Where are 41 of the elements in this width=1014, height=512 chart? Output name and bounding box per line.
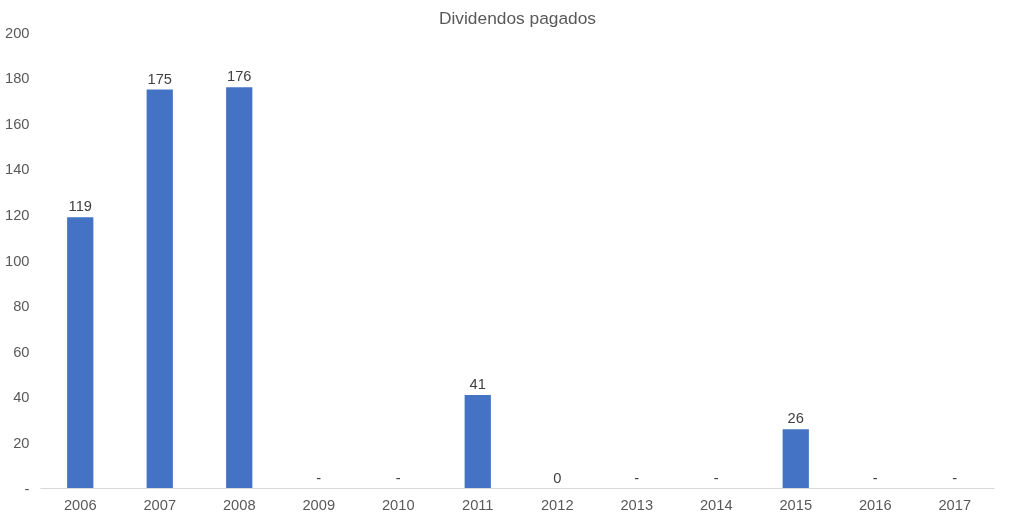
bar (146, 89, 173, 489)
data-label: - (634, 469, 640, 486)
x-tick-label: 2016 (858, 496, 892, 512)
bar (782, 429, 809, 489)
y-tick-label: 40 (13, 389, 30, 406)
data-label: 0 (553, 469, 562, 486)
y-tick-label: 140 (5, 161, 30, 178)
x-tick-label: 2011 (461, 496, 494, 512)
bar (67, 217, 94, 489)
y-tick-label: 100 (5, 252, 30, 269)
y-tick-label: 20 (13, 434, 30, 451)
x-tick-label: 2009 (302, 496, 336, 512)
x-tick-label: 2014 (699, 496, 733, 512)
x-tick-label: 2013 (620, 496, 654, 512)
data-label: 41 (469, 376, 486, 393)
x-tick-label: 2017 (938, 496, 972, 512)
x-tick-label: 2010 (381, 496, 415, 512)
data-label: 175 (147, 70, 172, 87)
data-label: - (316, 469, 322, 486)
data-label: - (952, 469, 958, 486)
x-tick-label: 2015 (779, 496, 813, 512)
bar (226, 87, 253, 489)
data-label: - (713, 469, 719, 486)
y-tick-label: 160 (5, 115, 30, 132)
data-label: 119 (68, 198, 92, 215)
data-label: - (872, 469, 878, 486)
y-tick-label: 60 (13, 343, 30, 360)
y-tick-label: 120 (5, 206, 30, 223)
data-label: - (395, 469, 401, 486)
y-tick-label: 180 (5, 70, 30, 87)
y-tick-label: 200 (5, 24, 30, 41)
chart-title: Dividendos pagados (438, 7, 597, 28)
data-label: 26 (787, 410, 804, 427)
y-tick-label: 80 (13, 298, 30, 315)
data-label: 176 (227, 68, 252, 85)
bar (464, 395, 491, 489)
x-tick-label: 2007 (143, 496, 177, 512)
x-tick-label: 2012 (540, 496, 574, 512)
x-tick-label: 2006 (63, 496, 97, 512)
y-tick-label: - (24, 480, 30, 497)
x-tick-label: 2008 (222, 496, 256, 512)
